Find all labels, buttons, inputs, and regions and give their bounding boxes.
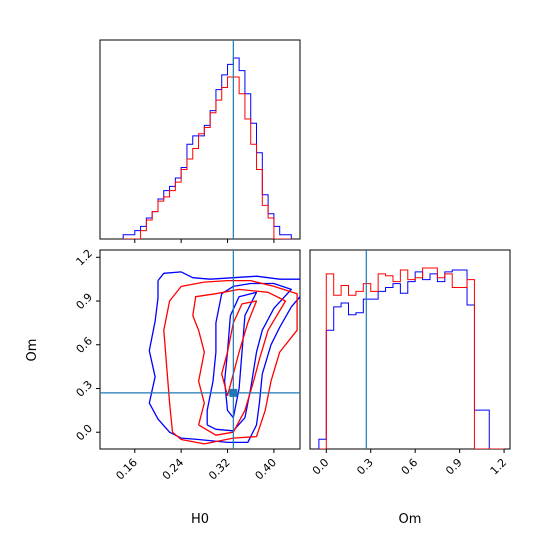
contour-blue-level-0: [148, 280, 300, 444]
h0-contour-xtick-label-0: 0.16: [113, 456, 140, 483]
contour-blue-level-1: [157, 271, 300, 282]
panel-h0-frame: [99, 39, 301, 240]
om-ytick-label-4: 1.2: [74, 247, 96, 269]
contour-blue-level-2: [206, 282, 292, 432]
x-axis-label-om: Om: [399, 512, 422, 527]
om-right-xtick-label-1: 0.3: [354, 456, 376, 478]
contour-red-level-1: [192, 288, 287, 436]
panel-om-frame: [309, 249, 511, 450]
om-histogram-blue: [318, 269, 505, 449]
panel-contour-frame: [99, 249, 301, 450]
om-histogram-red: [318, 267, 505, 449]
contour-red-level-2: [221, 300, 258, 396]
om-right-xtick-label-4: 1.2: [488, 456, 510, 478]
om-right-xtick-label-0: 0.0: [310, 456, 332, 478]
om-histogram-group: [318, 250, 505, 449]
ticks-group: 0.16 0.24 0.32 0.40 0.0 0.3 0.6 0.9 1.2 0.0 0.3 0.6…: [74, 239, 510, 483]
om-ytick-label-2: 0.6: [74, 334, 96, 356]
om-right-xtick-label-3: 0.9: [443, 456, 465, 478]
h0-histogram-blue: [122, 57, 292, 239]
contour-group: [100, 250, 300, 449]
om-right-xtick-label-2: 0.6: [399, 456, 421, 478]
om-ytick-label-3: 0.9: [74, 291, 96, 313]
h0-contour-xtick-label-2: 0.32: [206, 456, 233, 483]
om-ytick-label-1: 0.3: [74, 378, 96, 400]
contour-blue-level-3: [223, 291, 258, 419]
x-axis-label-h0: H0: [191, 512, 209, 527]
h0-histogram-group: [122, 40, 292, 239]
truth-marker: [229, 388, 238, 397]
h0-histogram-red: [123, 76, 292, 239]
y-axis-label-om: Om: [25, 339, 40, 362]
h0-contour-xtick-label-1: 0.24: [160, 456, 187, 483]
contour-red-level-0: [163, 279, 298, 445]
om-ytick-label-0: 0.0: [74, 422, 96, 444]
h0-contour-xtick-label-3: 0.40: [253, 456, 280, 483]
